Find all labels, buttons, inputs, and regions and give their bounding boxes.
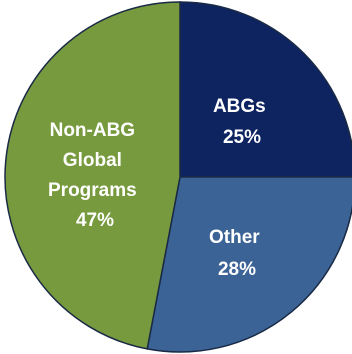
pie-slice-other xyxy=(146,176,352,353)
slice-label-abgs: ABGs 25% xyxy=(213,96,271,148)
slice-label-abgs-value: 25% xyxy=(223,127,261,148)
slice-label-other: Other 28% xyxy=(209,227,265,280)
slice-label-non-abg-line1: Non-ABG xyxy=(50,120,135,141)
slice-label-non-abg: Non-ABG Global Programs 47% xyxy=(48,120,142,231)
slice-label-abgs-name: ABGs xyxy=(213,96,266,117)
slice-label-other-value: 28% xyxy=(218,259,256,280)
pie-slice-abgs xyxy=(179,1,352,178)
slice-label-non-abg-line3: Programs xyxy=(48,180,137,201)
slice-label-other-name: Other xyxy=(209,227,260,248)
slice-label-non-abg-line2: Global xyxy=(63,150,122,171)
pie-slices xyxy=(4,1,352,353)
pie-slice-non-abg-global-programs xyxy=(4,1,181,350)
slice-label-non-abg-value: 47% xyxy=(76,210,114,231)
